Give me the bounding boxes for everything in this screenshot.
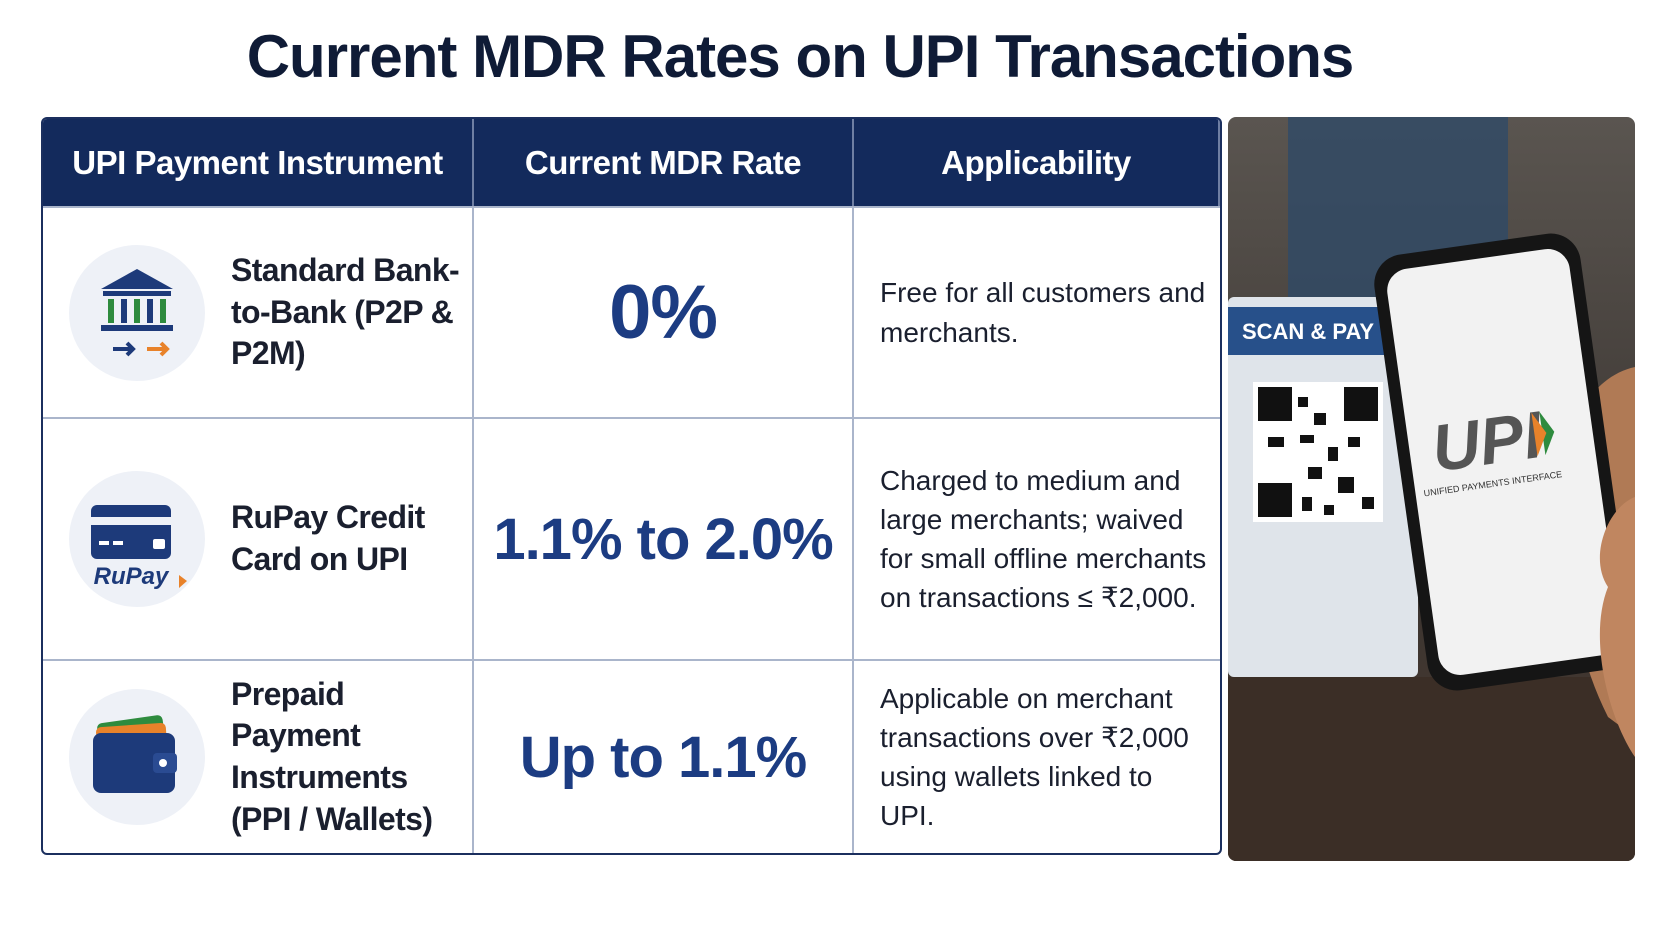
applicability: Applicable on merchant transactions over… — [880, 682, 1189, 832]
instrument-name: Standard Bank-to-Bank (P2P & P2M) — [231, 252, 460, 372]
applicability-cell: Free for all customers and merchants. — [854, 206, 1220, 417]
card-icon: RuPay — [69, 471, 205, 607]
instrument-cell: Standard Bank-to-Bank (P2P & P2M) — [43, 206, 474, 417]
header-cell: UPI Payment Instrument — [43, 119, 474, 206]
rate-cell: 1.1% to 2.0% — [474, 417, 854, 659]
instrument-cell: RuPay RuPay Credit Card on UPI — [43, 417, 474, 659]
instrument-name: RuPay Credit Card on UPI — [231, 499, 425, 577]
sign-text: SCAN & PAY — [1242, 319, 1374, 344]
rate: Up to 1.1% — [519, 724, 808, 790]
wallet-icon — [69, 689, 205, 825]
rate-cell: Up to 1.1% — [474, 659, 854, 853]
rate: 1.1% to 2.0% — [493, 506, 833, 572]
applicability: Charged to medium and large merchants; w… — [880, 464, 1207, 614]
instrument-name: Prepaid Payment Instruments (PPI / Walle… — [231, 675, 433, 837]
rupay-logo: RuPay — [94, 563, 170, 590]
header-cell: Current MDR Rate — [474, 119, 854, 206]
photo: SCAN & PAY UPI UNIFIED PAYMENTS INTERFAC… — [1228, 117, 1635, 861]
bank-icon — [69, 244, 205, 381]
applicability: Free for all customers and merchants. — [880, 277, 1206, 348]
applicability-cell: Charged to medium and large merchants; w… — [854, 417, 1220, 659]
rate: 0% — [609, 270, 718, 355]
header-cell: Applicability — [854, 119, 1220, 206]
title: Current MDR Rates on UPI Transactions — [246, 23, 1355, 90]
instrument-cell: Prepaid Payment Instruments (PPI / Walle… — [43, 659, 474, 853]
upi-logo: UPI — [1427, 397, 1548, 486]
rates-table: UPI Payment Instrument Current MDR Rate … — [41, 117, 1222, 855]
applicability-cell: Applicable on merchant transactions over… — [854, 659, 1220, 853]
rate-cell: 0% — [474, 206, 854, 417]
